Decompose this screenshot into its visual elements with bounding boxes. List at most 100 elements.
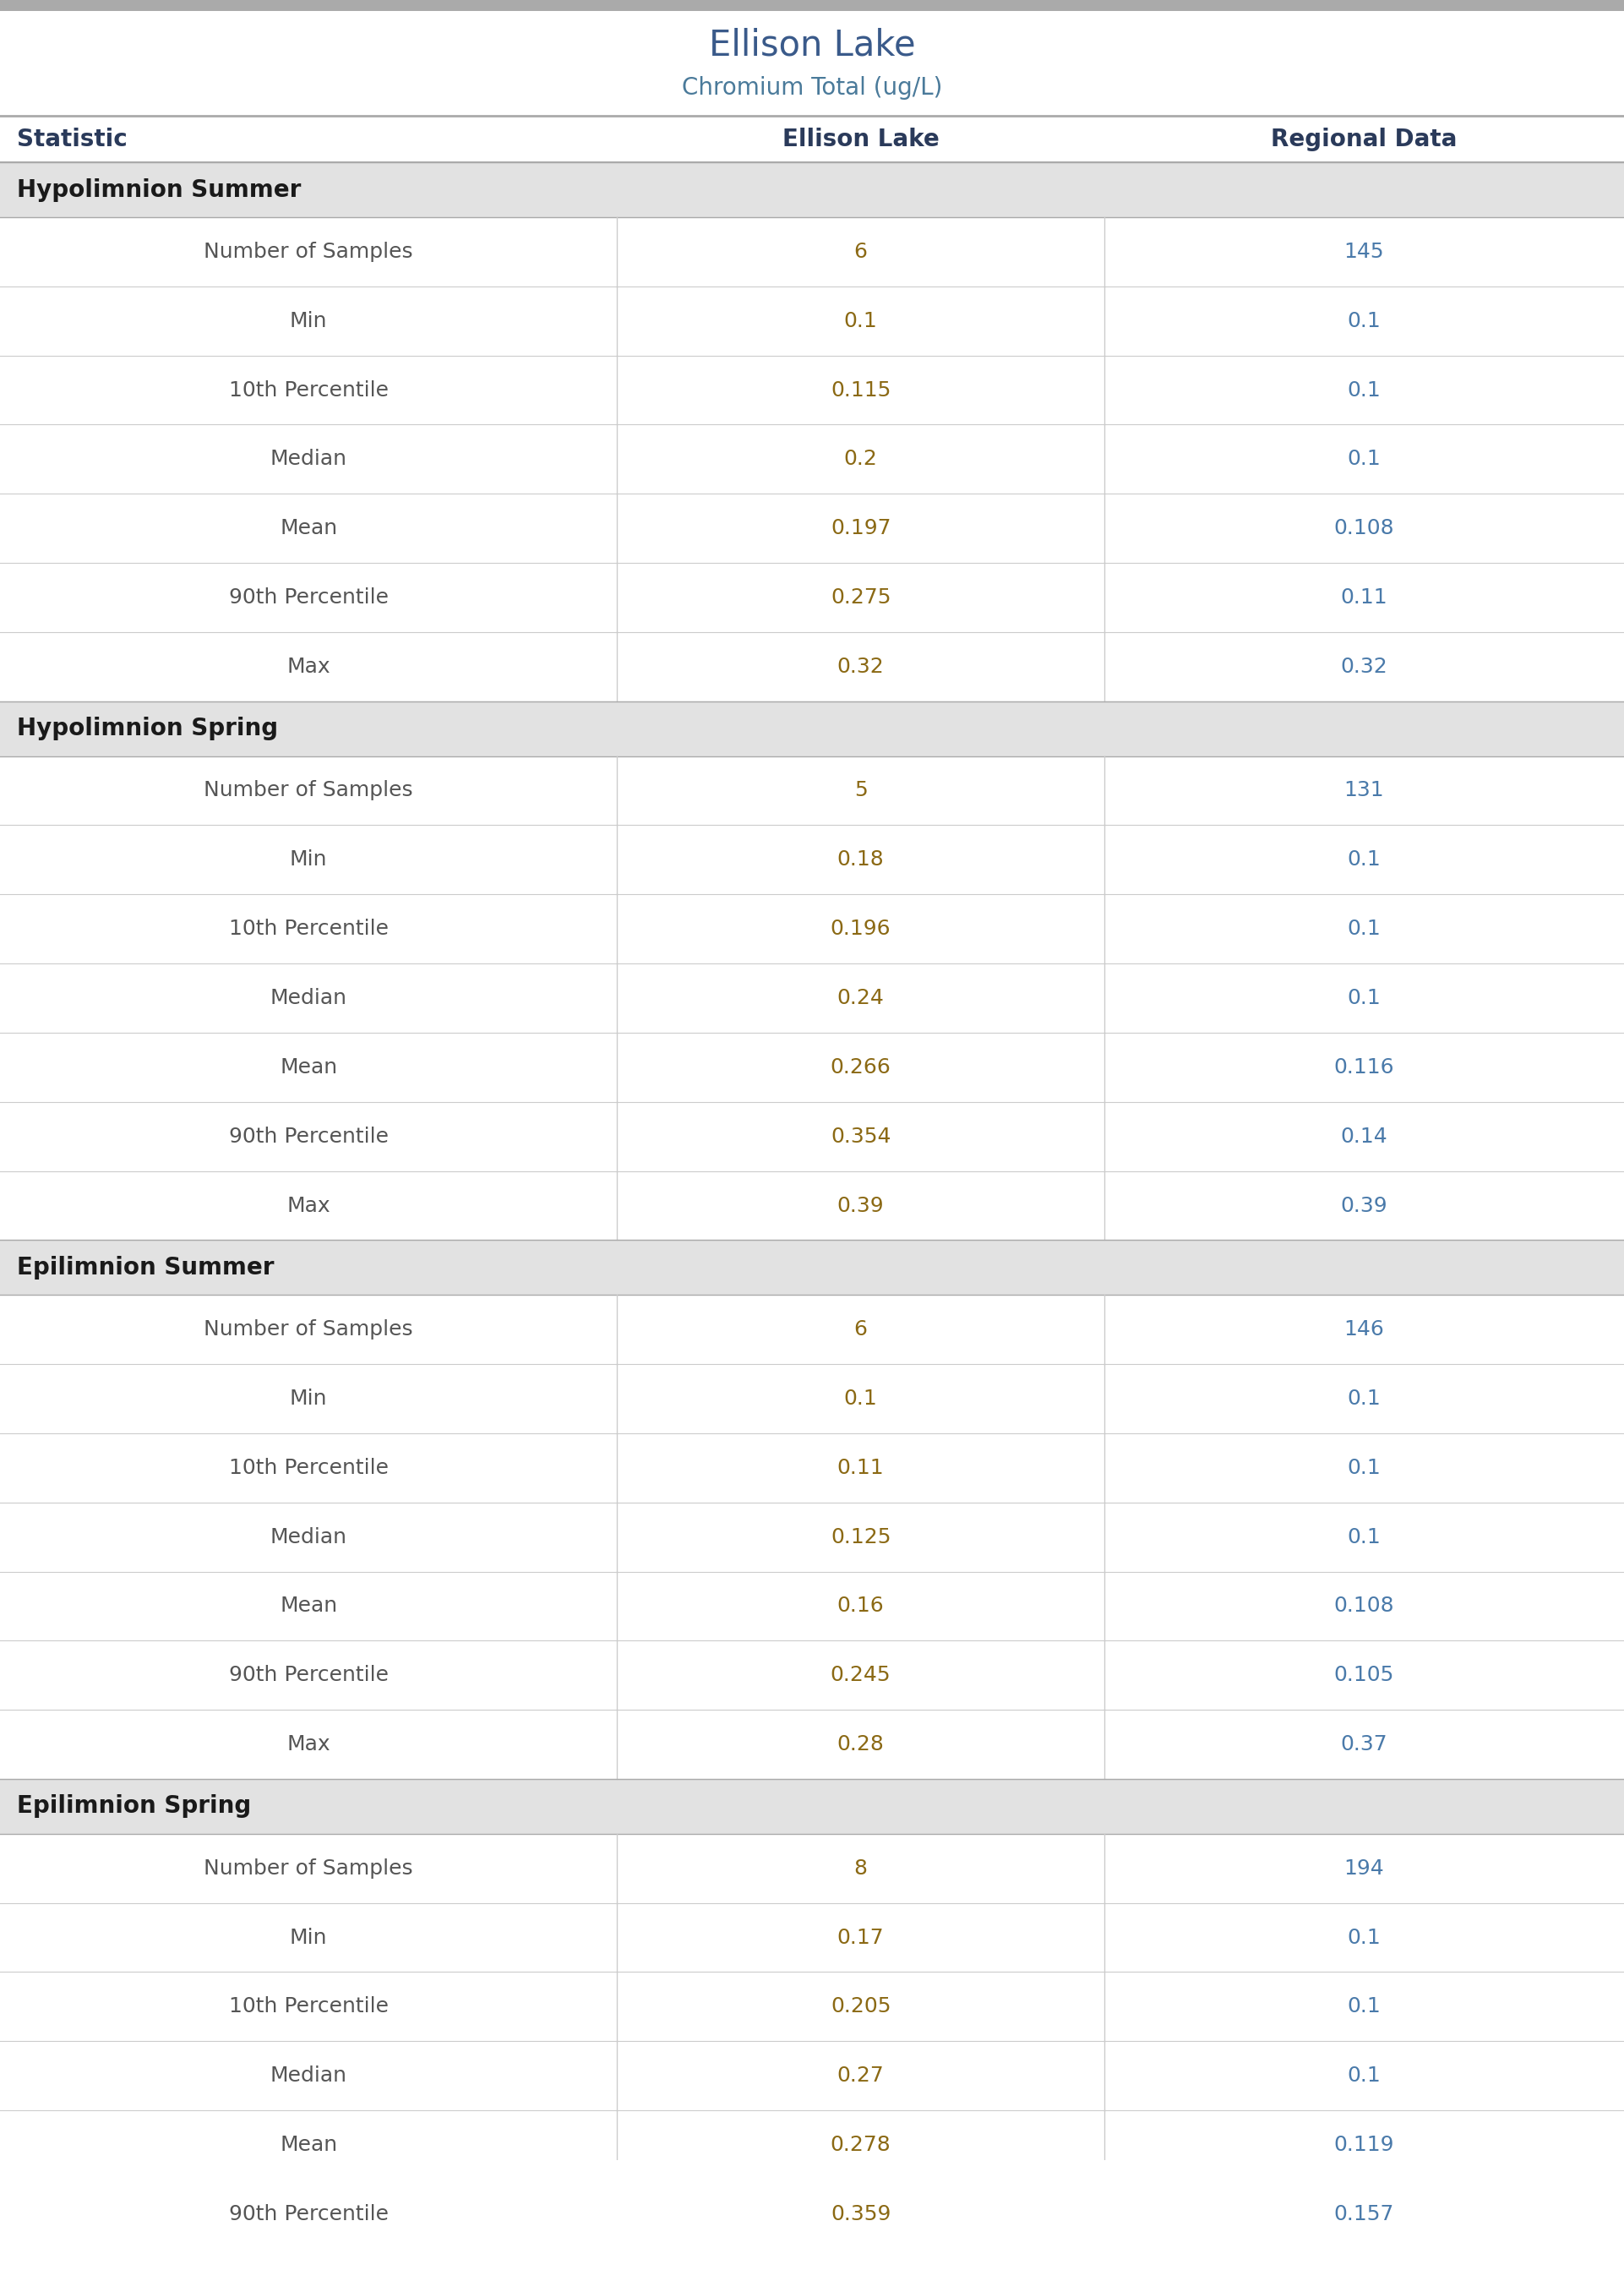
- Bar: [0, 1294, 1624, 1364]
- Bar: [0, 2179, 1624, 2250]
- Bar: [0, 962, 1624, 1033]
- Bar: [0, 2041, 1624, 2111]
- Text: 0.11: 0.11: [838, 1457, 883, 1478]
- Bar: [0, 218, 1624, 286]
- Bar: [0, 163, 1624, 218]
- Bar: [0, 1033, 1624, 1101]
- Text: 0.1: 0.1: [844, 1389, 877, 1410]
- Text: 0.157: 0.157: [1333, 2204, 1395, 2225]
- Text: 0.16: 0.16: [836, 1596, 885, 1616]
- Text: 0.2: 0.2: [844, 449, 877, 470]
- Text: Epilimnion Summer: Epilimnion Summer: [16, 1255, 274, 1280]
- Bar: [0, 1641, 1624, 1709]
- Text: 10th Percentile: 10th Percentile: [229, 1998, 388, 2016]
- Text: Median: Median: [270, 2066, 348, 2086]
- Text: 0.1: 0.1: [1348, 449, 1380, 470]
- Text: Max: Max: [287, 1196, 330, 1217]
- Text: 0.1: 0.1: [1348, 1927, 1380, 1948]
- Text: 0.266: 0.266: [830, 1058, 892, 1078]
- Text: Median: Median: [270, 449, 348, 470]
- Text: 5: 5: [854, 781, 867, 801]
- Text: 0.11: 0.11: [1341, 588, 1387, 608]
- Text: 0.119: 0.119: [1333, 2134, 1395, 2154]
- Bar: [0, 1902, 1624, 1973]
- Text: 0.197: 0.197: [830, 518, 892, 538]
- Text: 0.108: 0.108: [1333, 1596, 1395, 1616]
- Text: 0.1: 0.1: [1348, 379, 1380, 400]
- Text: 0.14: 0.14: [1340, 1126, 1389, 1146]
- Text: 0.1: 0.1: [1348, 1528, 1380, 1548]
- Bar: [0, 1432, 1624, 1503]
- Text: 0.1: 0.1: [1348, 1389, 1380, 1410]
- Text: 0.18: 0.18: [836, 849, 885, 869]
- Text: 90th Percentile: 90th Percentile: [229, 1126, 388, 1146]
- Text: Median: Median: [270, 987, 348, 1008]
- Text: 90th Percentile: 90th Percentile: [229, 1666, 388, 1684]
- Text: 0.1: 0.1: [844, 311, 877, 331]
- Text: 90th Percentile: 90th Percentile: [229, 588, 388, 608]
- Text: Number of Samples: Number of Samples: [205, 781, 412, 801]
- Text: 0.1: 0.1: [1348, 1457, 1380, 1478]
- Text: Min: Min: [289, 1927, 328, 1948]
- Text: Hypolimnion Summer: Hypolimnion Summer: [16, 177, 300, 202]
- Text: 0.1: 0.1: [1348, 311, 1380, 331]
- Text: 90th Percentile: 90th Percentile: [229, 2204, 388, 2225]
- Bar: [0, 1780, 1624, 1834]
- Bar: [0, 0, 1624, 11]
- Text: 10th Percentile: 10th Percentile: [229, 919, 388, 940]
- Bar: [0, 286, 1624, 356]
- Text: 0.354: 0.354: [830, 1126, 892, 1146]
- Text: 6: 6: [854, 1319, 867, 1339]
- Text: 6: 6: [854, 241, 867, 261]
- Text: Regional Data: Regional Data: [1272, 127, 1457, 152]
- Text: Min: Min: [289, 849, 328, 869]
- Text: 0.1: 0.1: [1348, 2066, 1380, 2086]
- Text: 0.39: 0.39: [1341, 1196, 1387, 1217]
- Text: Max: Max: [287, 1734, 330, 1755]
- Text: Mean: Mean: [279, 1596, 338, 1616]
- Bar: [0, 424, 1624, 495]
- Text: 146: 146: [1345, 1319, 1384, 1339]
- Text: 10th Percentile: 10th Percentile: [229, 1457, 388, 1478]
- Text: 0.359: 0.359: [830, 2204, 892, 2225]
- Text: Number of Samples: Number of Samples: [205, 1859, 412, 1880]
- Bar: [0, 631, 1624, 701]
- Text: Median: Median: [270, 1528, 348, 1548]
- Text: 0.17: 0.17: [838, 1927, 883, 1948]
- Text: 0.27: 0.27: [836, 2066, 885, 2086]
- Text: 0.205: 0.205: [830, 1998, 892, 2016]
- Text: 0.1: 0.1: [1348, 1998, 1380, 2016]
- Text: Mean: Mean: [279, 518, 338, 538]
- Text: Ellison Lake: Ellison Lake: [783, 127, 939, 152]
- Text: 145: 145: [1345, 241, 1384, 261]
- Bar: [0, 563, 1624, 631]
- Text: Mean: Mean: [279, 2134, 338, 2154]
- Text: 0.32: 0.32: [1340, 656, 1389, 676]
- Bar: [0, 1101, 1624, 1171]
- Text: Min: Min: [289, 311, 328, 331]
- Bar: [0, 1503, 1624, 1571]
- Bar: [0, 2250, 1624, 2270]
- Bar: [0, 701, 1624, 756]
- Bar: [0, 495, 1624, 563]
- Text: 0.115: 0.115: [830, 379, 892, 400]
- Text: 131: 131: [1345, 781, 1384, 801]
- Text: Min: Min: [289, 1389, 328, 1410]
- Bar: [0, 1171, 1624, 1239]
- Text: 0.108: 0.108: [1333, 518, 1395, 538]
- Text: 0.28: 0.28: [836, 1734, 885, 1755]
- Bar: [0, 1709, 1624, 1780]
- Text: 0.278: 0.278: [830, 2134, 892, 2154]
- Bar: [0, 826, 1624, 894]
- Text: 0.37: 0.37: [1341, 1734, 1387, 1755]
- Bar: [0, 894, 1624, 962]
- Text: 0.32: 0.32: [836, 656, 885, 676]
- Bar: [0, 1834, 1624, 1902]
- Text: 0.39: 0.39: [838, 1196, 883, 1217]
- Bar: [0, 2111, 1624, 2179]
- Text: Ellison Lake: Ellison Lake: [708, 27, 916, 64]
- Text: Mean: Mean: [279, 1058, 338, 1078]
- Bar: [0, 1571, 1624, 1641]
- Text: 194: 194: [1345, 1859, 1384, 1880]
- Text: 0.1: 0.1: [1348, 987, 1380, 1008]
